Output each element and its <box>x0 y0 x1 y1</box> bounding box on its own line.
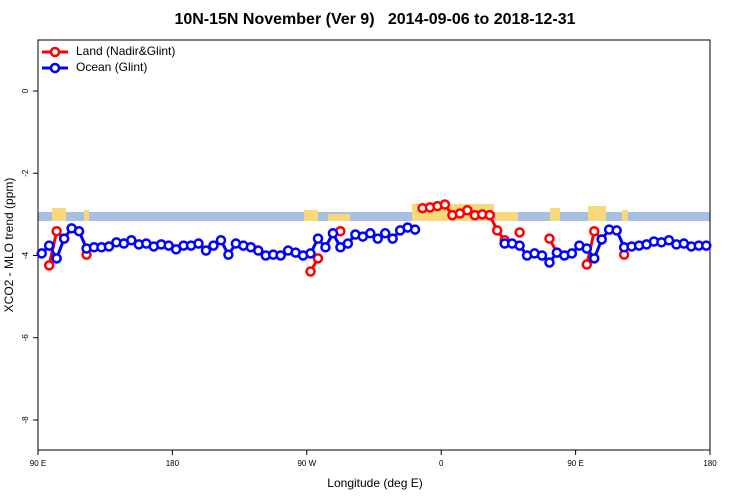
data-point <box>342 238 354 249</box>
legend-label: Ocean (Glint) <box>76 60 147 74</box>
data-point <box>365 228 376 239</box>
land-shape <box>496 212 518 221</box>
legend-marker <box>49 62 61 74</box>
data-point <box>51 225 62 237</box>
data-point <box>275 250 286 261</box>
data-point <box>58 233 70 244</box>
y-axis-label: XCO2 - MLO trend (ppm) <box>2 178 16 313</box>
data-point <box>409 224 421 235</box>
data-point <box>305 248 316 259</box>
legend-marker <box>49 46 61 58</box>
data-point <box>514 227 525 238</box>
data-point <box>51 253 62 264</box>
data-point <box>462 205 473 216</box>
land-shape <box>84 210 89 221</box>
land-shape <box>550 208 560 221</box>
y-tick-label: -6 <box>21 334 30 342</box>
x-tick-label: 0 <box>439 459 444 468</box>
data-point <box>372 233 383 244</box>
data-point <box>200 245 212 256</box>
land-shape <box>52 208 66 221</box>
data-point <box>544 257 555 268</box>
data-point <box>126 235 137 246</box>
data-point <box>36 248 47 259</box>
y-tick-label: -2 <box>21 169 30 177</box>
y-tick-label: -8 <box>21 416 30 424</box>
data-point <box>320 242 331 253</box>
data-point <box>208 240 219 251</box>
data-point <box>536 250 548 261</box>
land-shape <box>588 206 606 221</box>
data-point <box>379 228 391 239</box>
data-point <box>387 233 398 244</box>
data-point <box>589 253 600 264</box>
data-point <box>305 266 316 277</box>
x-tick-label: 180 <box>703 459 717 468</box>
data-point <box>43 240 55 251</box>
data-point <box>581 243 593 254</box>
data-point <box>663 235 675 246</box>
data-point <box>73 225 85 237</box>
legend-label: Land (Nadir&Glint) <box>76 44 175 58</box>
data-point <box>193 238 204 249</box>
data-point <box>253 245 264 256</box>
data-point <box>103 241 115 252</box>
data-point <box>439 199 451 210</box>
x-tick-label: 90 E <box>567 459 583 468</box>
data-point <box>514 240 525 251</box>
ocean-band <box>38 212 710 221</box>
x-tick-label: 180 <box>166 459 180 468</box>
land-shape <box>304 210 318 221</box>
data-point <box>701 240 712 251</box>
data-point <box>215 235 227 246</box>
x-axis-label: Longitude (deg E) <box>327 476 422 490</box>
data-point <box>223 249 234 260</box>
y-tick-label: -4 <box>21 251 30 259</box>
land-shape <box>622 210 628 221</box>
data-point <box>484 209 495 221</box>
data-point <box>581 259 593 270</box>
data-point <box>312 233 324 244</box>
data-point <box>327 228 339 239</box>
chart-title: 10N-15N November (Ver 9) 2014-09-06 to 2… <box>174 11 575 28</box>
data-point <box>491 225 503 236</box>
data-point <box>611 225 622 236</box>
data-point <box>43 260 55 271</box>
x-tick-label: 90 E <box>30 459 46 468</box>
data-point <box>566 248 578 259</box>
map-strip <box>38 204 710 221</box>
y-tick-label: 0 <box>21 88 30 93</box>
x-tick-label: 90 W <box>297 459 316 468</box>
data-point <box>589 225 600 237</box>
data-point <box>596 234 607 245</box>
data-point <box>312 253 324 264</box>
data-point <box>544 233 555 244</box>
land-shape <box>328 214 350 221</box>
